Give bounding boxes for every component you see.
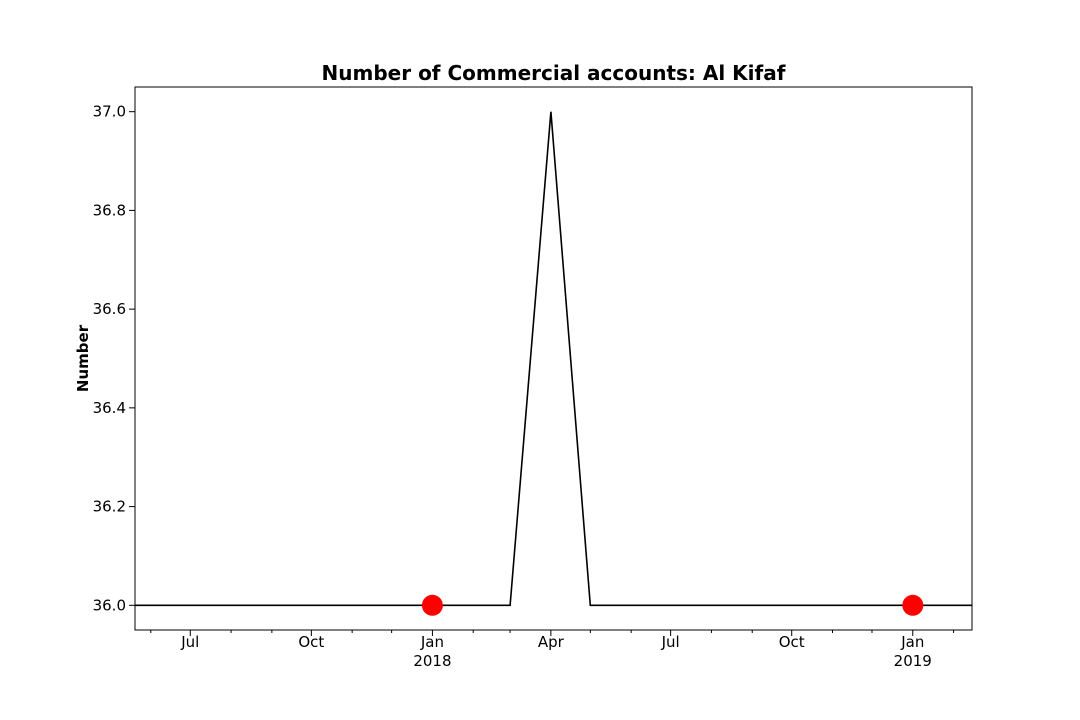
plot-frame [134, 86, 973, 631]
data-point-marker [902, 594, 924, 616]
x-tick-label: Apr [538, 633, 565, 651]
y-axis-label: Number [74, 324, 92, 392]
x-tick-label: Jul [180, 633, 199, 651]
y-tick-label: 36.0 [93, 596, 126, 614]
data-point-marker [421, 594, 443, 616]
x-tick-label: Oct [298, 633, 324, 651]
series-line-0 [135, 111, 972, 607]
x-tick-label: Oct [779, 633, 805, 651]
chart-title: Number of Commercial accounts: Al Kifaf [322, 61, 786, 85]
y-tick-label: 36.2 [93, 498, 126, 516]
x-tick-year-label: 2018 [413, 652, 451, 670]
y-tick-label: 37.0 [93, 103, 126, 121]
x-tick-label: Jan [900, 633, 924, 651]
x-tick-label: Jan [420, 633, 444, 651]
plot-area [135, 111, 972, 616]
x-tick-year-label: 2019 [894, 652, 932, 670]
x-tick-label: Jul [661, 633, 680, 651]
y-tick-label: 36.4 [93, 399, 126, 417]
y-tick-label: 36.8 [93, 201, 126, 219]
y-tick-label: 36.6 [93, 300, 126, 318]
